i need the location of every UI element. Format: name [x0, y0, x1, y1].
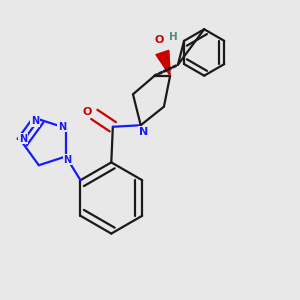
Text: O: O [83, 107, 92, 117]
Text: N: N [31, 116, 39, 126]
Text: O: O [154, 35, 164, 45]
Text: H: H [169, 32, 178, 42]
Polygon shape [156, 50, 170, 76]
Text: N: N [63, 154, 71, 165]
Text: N: N [58, 122, 66, 131]
Text: N: N [139, 127, 148, 137]
Text: N: N [19, 134, 27, 143]
